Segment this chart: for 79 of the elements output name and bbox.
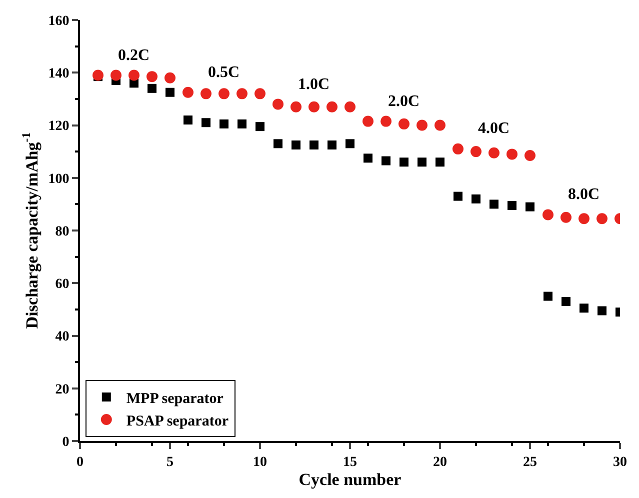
point bbox=[562, 297, 570, 306]
point bbox=[292, 140, 300, 150]
point bbox=[580, 304, 588, 313]
point bbox=[506, 148, 518, 160]
point bbox=[308, 101, 320, 112]
point bbox=[218, 88, 230, 100]
point bbox=[310, 140, 318, 150]
x-tick-label: 10 bbox=[253, 454, 267, 470]
point bbox=[344, 101, 356, 112]
point bbox=[524, 150, 536, 162]
x-tick-label: 0 bbox=[76, 454, 84, 470]
point bbox=[254, 88, 266, 100]
point bbox=[148, 84, 156, 93]
y-tick-label: 140 bbox=[48, 66, 70, 82]
point bbox=[274, 139, 282, 148]
point bbox=[128, 70, 140, 81]
point bbox=[200, 88, 212, 100]
x-tick-label: 20 bbox=[433, 454, 447, 470]
y-tick-label: 60 bbox=[55, 277, 70, 292]
point bbox=[434, 120, 446, 131]
point bbox=[290, 101, 302, 112]
annotation: 0.2C bbox=[118, 47, 150, 64]
point bbox=[362, 116, 374, 127]
point bbox=[452, 143, 464, 154]
point bbox=[256, 122, 264, 132]
point bbox=[508, 201, 516, 210]
point bbox=[544, 292, 552, 301]
point bbox=[272, 98, 284, 110]
annotation: 1.0C bbox=[298, 76, 330, 93]
x-tick-label: 15 bbox=[343, 454, 357, 470]
point bbox=[220, 119, 228, 128]
y-tick-label: 100 bbox=[48, 172, 70, 187]
y-tick-label: 160 bbox=[48, 14, 70, 29]
y-tick-label: 80 bbox=[55, 224, 70, 240]
point bbox=[490, 200, 498, 209]
point bbox=[110, 70, 122, 81]
y-tick-label: 40 bbox=[55, 330, 70, 345]
point bbox=[418, 158, 426, 167]
point bbox=[436, 158, 444, 167]
annotation: 2.0C bbox=[388, 93, 420, 110]
y-tick-label: 20 bbox=[55, 382, 70, 398]
point bbox=[182, 86, 194, 98]
y-tick-label: 0 bbox=[62, 434, 70, 450]
x-tick-label: 25 bbox=[523, 454, 537, 470]
point bbox=[328, 140, 336, 150]
point bbox=[416, 120, 428, 131]
point bbox=[382, 156, 390, 166]
point bbox=[184, 115, 192, 124]
point bbox=[400, 158, 408, 167]
point bbox=[398, 118, 410, 130]
x-axis-title: Cycle number bbox=[298, 470, 402, 489]
x-tick-label: 30 bbox=[613, 454, 627, 470]
point bbox=[326, 101, 338, 112]
point bbox=[164, 72, 176, 84]
annotation: 4.0C bbox=[478, 120, 510, 137]
point bbox=[596, 213, 608, 224]
point bbox=[526, 202, 534, 212]
legend-label: MPP separator bbox=[126, 390, 224, 407]
point bbox=[454, 192, 462, 201]
point bbox=[202, 118, 210, 128]
point bbox=[560, 212, 572, 223]
point bbox=[488, 147, 500, 158]
point bbox=[380, 116, 392, 127]
point bbox=[346, 139, 354, 148]
point bbox=[364, 154, 372, 163]
point bbox=[578, 213, 590, 224]
x-tick-label: 5 bbox=[166, 454, 174, 470]
y-tick-label: 120 bbox=[48, 119, 70, 134]
legend-label: PSAP separator bbox=[126, 413, 229, 430]
point bbox=[238, 119, 246, 128]
point bbox=[236, 88, 248, 100]
point bbox=[146, 71, 158, 82]
point bbox=[472, 194, 480, 204]
annotation: 8.0C bbox=[568, 186, 600, 203]
point bbox=[166, 88, 174, 97]
point bbox=[470, 146, 482, 158]
point bbox=[598, 306, 606, 316]
point bbox=[542, 209, 554, 220]
annotation: 0.5C bbox=[208, 64, 240, 81]
